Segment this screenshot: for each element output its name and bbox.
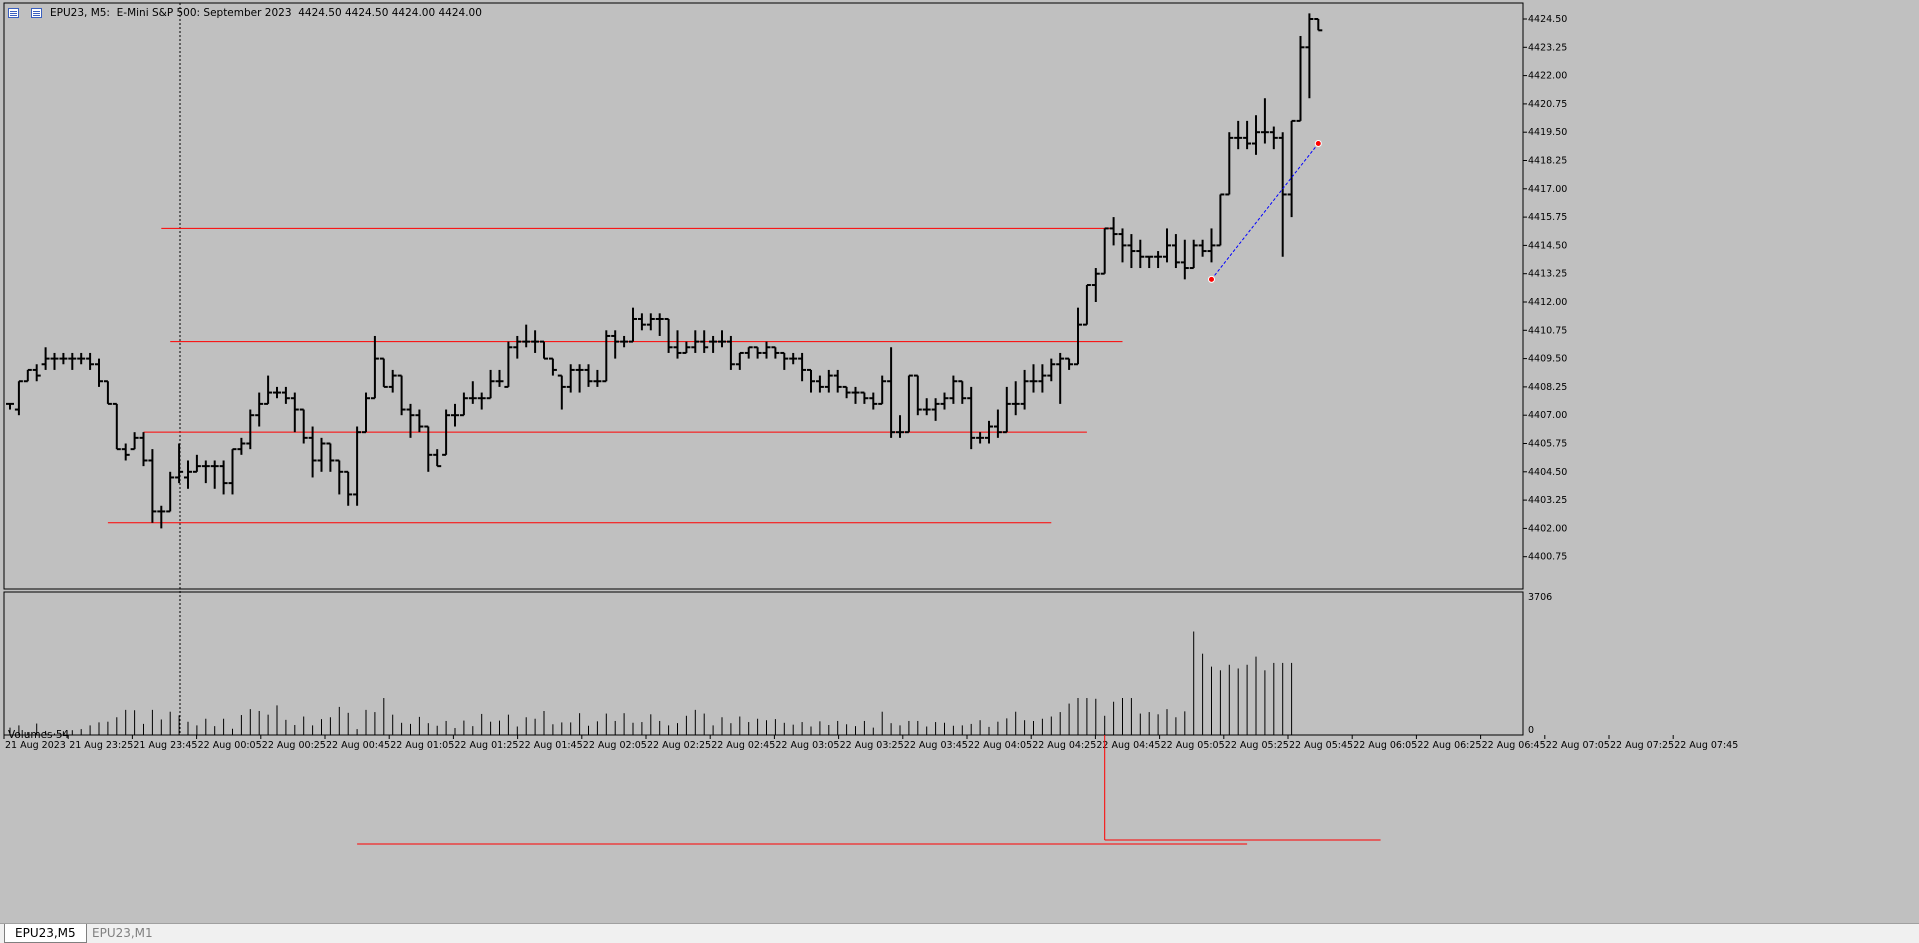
price-axis-label: 4415.75 xyxy=(1528,212,1567,223)
price-axis-label: 4403.25 xyxy=(1528,495,1567,506)
time-axis-label: 22 Aug 04:25 xyxy=(1032,740,1096,751)
price-axis-label: 4404.50 xyxy=(1528,467,1567,478)
chart-properties-icon xyxy=(31,8,42,18)
price-axis-label: 4422.00 xyxy=(1528,71,1567,82)
price-axis-label: 4414.50 xyxy=(1528,240,1567,251)
time-axis-label: 22 Aug 03:45 xyxy=(904,740,968,751)
time-axis-label: 21 Aug 23:25 xyxy=(69,740,133,751)
price-axis-label: 4424.50 xyxy=(1528,14,1567,25)
time-axis-label: 22 Aug 06:45 xyxy=(1482,740,1546,751)
price-axis-label: 4400.75 xyxy=(1528,552,1567,563)
price-axis-label: 4409.50 xyxy=(1528,354,1567,365)
price-panel-border xyxy=(3,2,1524,590)
time-axis-label: 21 Aug 2023 xyxy=(5,740,66,751)
time-axis-label: 21 Aug 23:45 xyxy=(133,740,197,751)
trend-line[interactable] xyxy=(1211,143,1319,280)
chart-canvas[interactable]: 4424.50 4423.25 4422.00 4420.75 4419.50 4418.… xyxy=(0,0,1919,923)
time-axis-label: 22 Aug 00:25 xyxy=(262,740,326,751)
time-axis-label: 22 Aug 01:25 xyxy=(454,740,518,751)
instrument-name: E-Mini S&P 500: September 2023 xyxy=(116,7,292,19)
time-axis-label: 22 Aug 06:05 xyxy=(1353,740,1417,751)
time-axis-label: 22 Aug 01:45 xyxy=(519,740,583,751)
time-axis-label: 22 Aug 00:45 xyxy=(326,740,390,751)
time-axis-label: 22 Aug 05:25 xyxy=(1225,740,1289,751)
time-axis-label: 22 Aug 07:45 xyxy=(1674,740,1738,751)
tab-epu23-m5[interactable]: EPU23,M5 xyxy=(4,924,87,943)
chart-tab-bar: EPU23,M5 EPU23,M1 xyxy=(0,923,1919,943)
price-axis-label: 4407.00 xyxy=(1528,410,1567,421)
volume-axis-max-label: 3706 xyxy=(1528,592,1552,603)
time-axis-label: 22 Aug 03:25 xyxy=(840,740,904,751)
time-axis-label: 22 Aug 04:45 xyxy=(1096,740,1160,751)
price-axis-label: 4418.25 xyxy=(1528,156,1567,167)
time-axis-label: 22 Aug 02:05 xyxy=(583,740,647,751)
time-axis-label: 22 Aug 02:25 xyxy=(647,740,711,751)
time-axis-label: 22 Aug 02:45 xyxy=(711,740,775,751)
time-axis-label: 22 Aug 07:25 xyxy=(1610,740,1674,751)
time-axis-label: 22 Aug 04:05 xyxy=(968,740,1032,751)
chart-window[interactable]: 4424.50 4423.25 4422.00 4420.75 4419.50 4418.… xyxy=(0,0,1919,923)
chart-window-icon xyxy=(8,8,19,18)
time-axis-label: 22 Aug 05:45 xyxy=(1289,740,1353,751)
price-axis-label: 4408.25 xyxy=(1528,382,1567,393)
time-axis-label: 22 Aug 07:05 xyxy=(1546,740,1610,751)
price-axis-label: 4417.00 xyxy=(1528,184,1567,195)
time-axis-label: 22 Aug 01:05 xyxy=(390,740,454,751)
price-axis-label: 4405.75 xyxy=(1528,439,1567,450)
price-axis-label: 4423.25 xyxy=(1528,42,1567,53)
ohlc-readout: 4424.50 4424.50 4424.00 4424.00 xyxy=(298,7,482,19)
chart-info-line: EPU23, M5: E-Mini S&P 500: September 202… xyxy=(50,7,482,19)
trend-line-anchor-end[interactable] xyxy=(1314,140,1322,148)
volumes-indicator-title: Volumes 54 xyxy=(8,729,70,741)
price-axis-label: 4412.00 xyxy=(1528,297,1567,308)
price-axis-label: 4413.25 xyxy=(1528,269,1567,280)
price-axis-label: 4410.75 xyxy=(1528,325,1567,336)
price-axis-label: 4420.75 xyxy=(1528,99,1567,110)
time-axis-label: 22 Aug 00:05 xyxy=(198,740,262,751)
time-axis-label: 22 Aug 03:05 xyxy=(775,740,839,751)
trend-line-anchor-start[interactable] xyxy=(1208,275,1215,283)
volume-axis-min-label: 0 xyxy=(1528,725,1534,736)
price-axis-label: 4402.00 xyxy=(1528,523,1567,534)
volume-panel-border xyxy=(3,591,1524,736)
tab-epu23-m1[interactable]: EPU23,M1 xyxy=(92,926,153,940)
time-axis-label: 22 Aug 06:25 xyxy=(1417,740,1481,751)
symbol-timeframe: EPU23, M5: xyxy=(50,7,110,19)
time-axis-label: 22 Aug 05:05 xyxy=(1161,740,1225,751)
price-axis-label: 4419.50 xyxy=(1528,127,1567,138)
